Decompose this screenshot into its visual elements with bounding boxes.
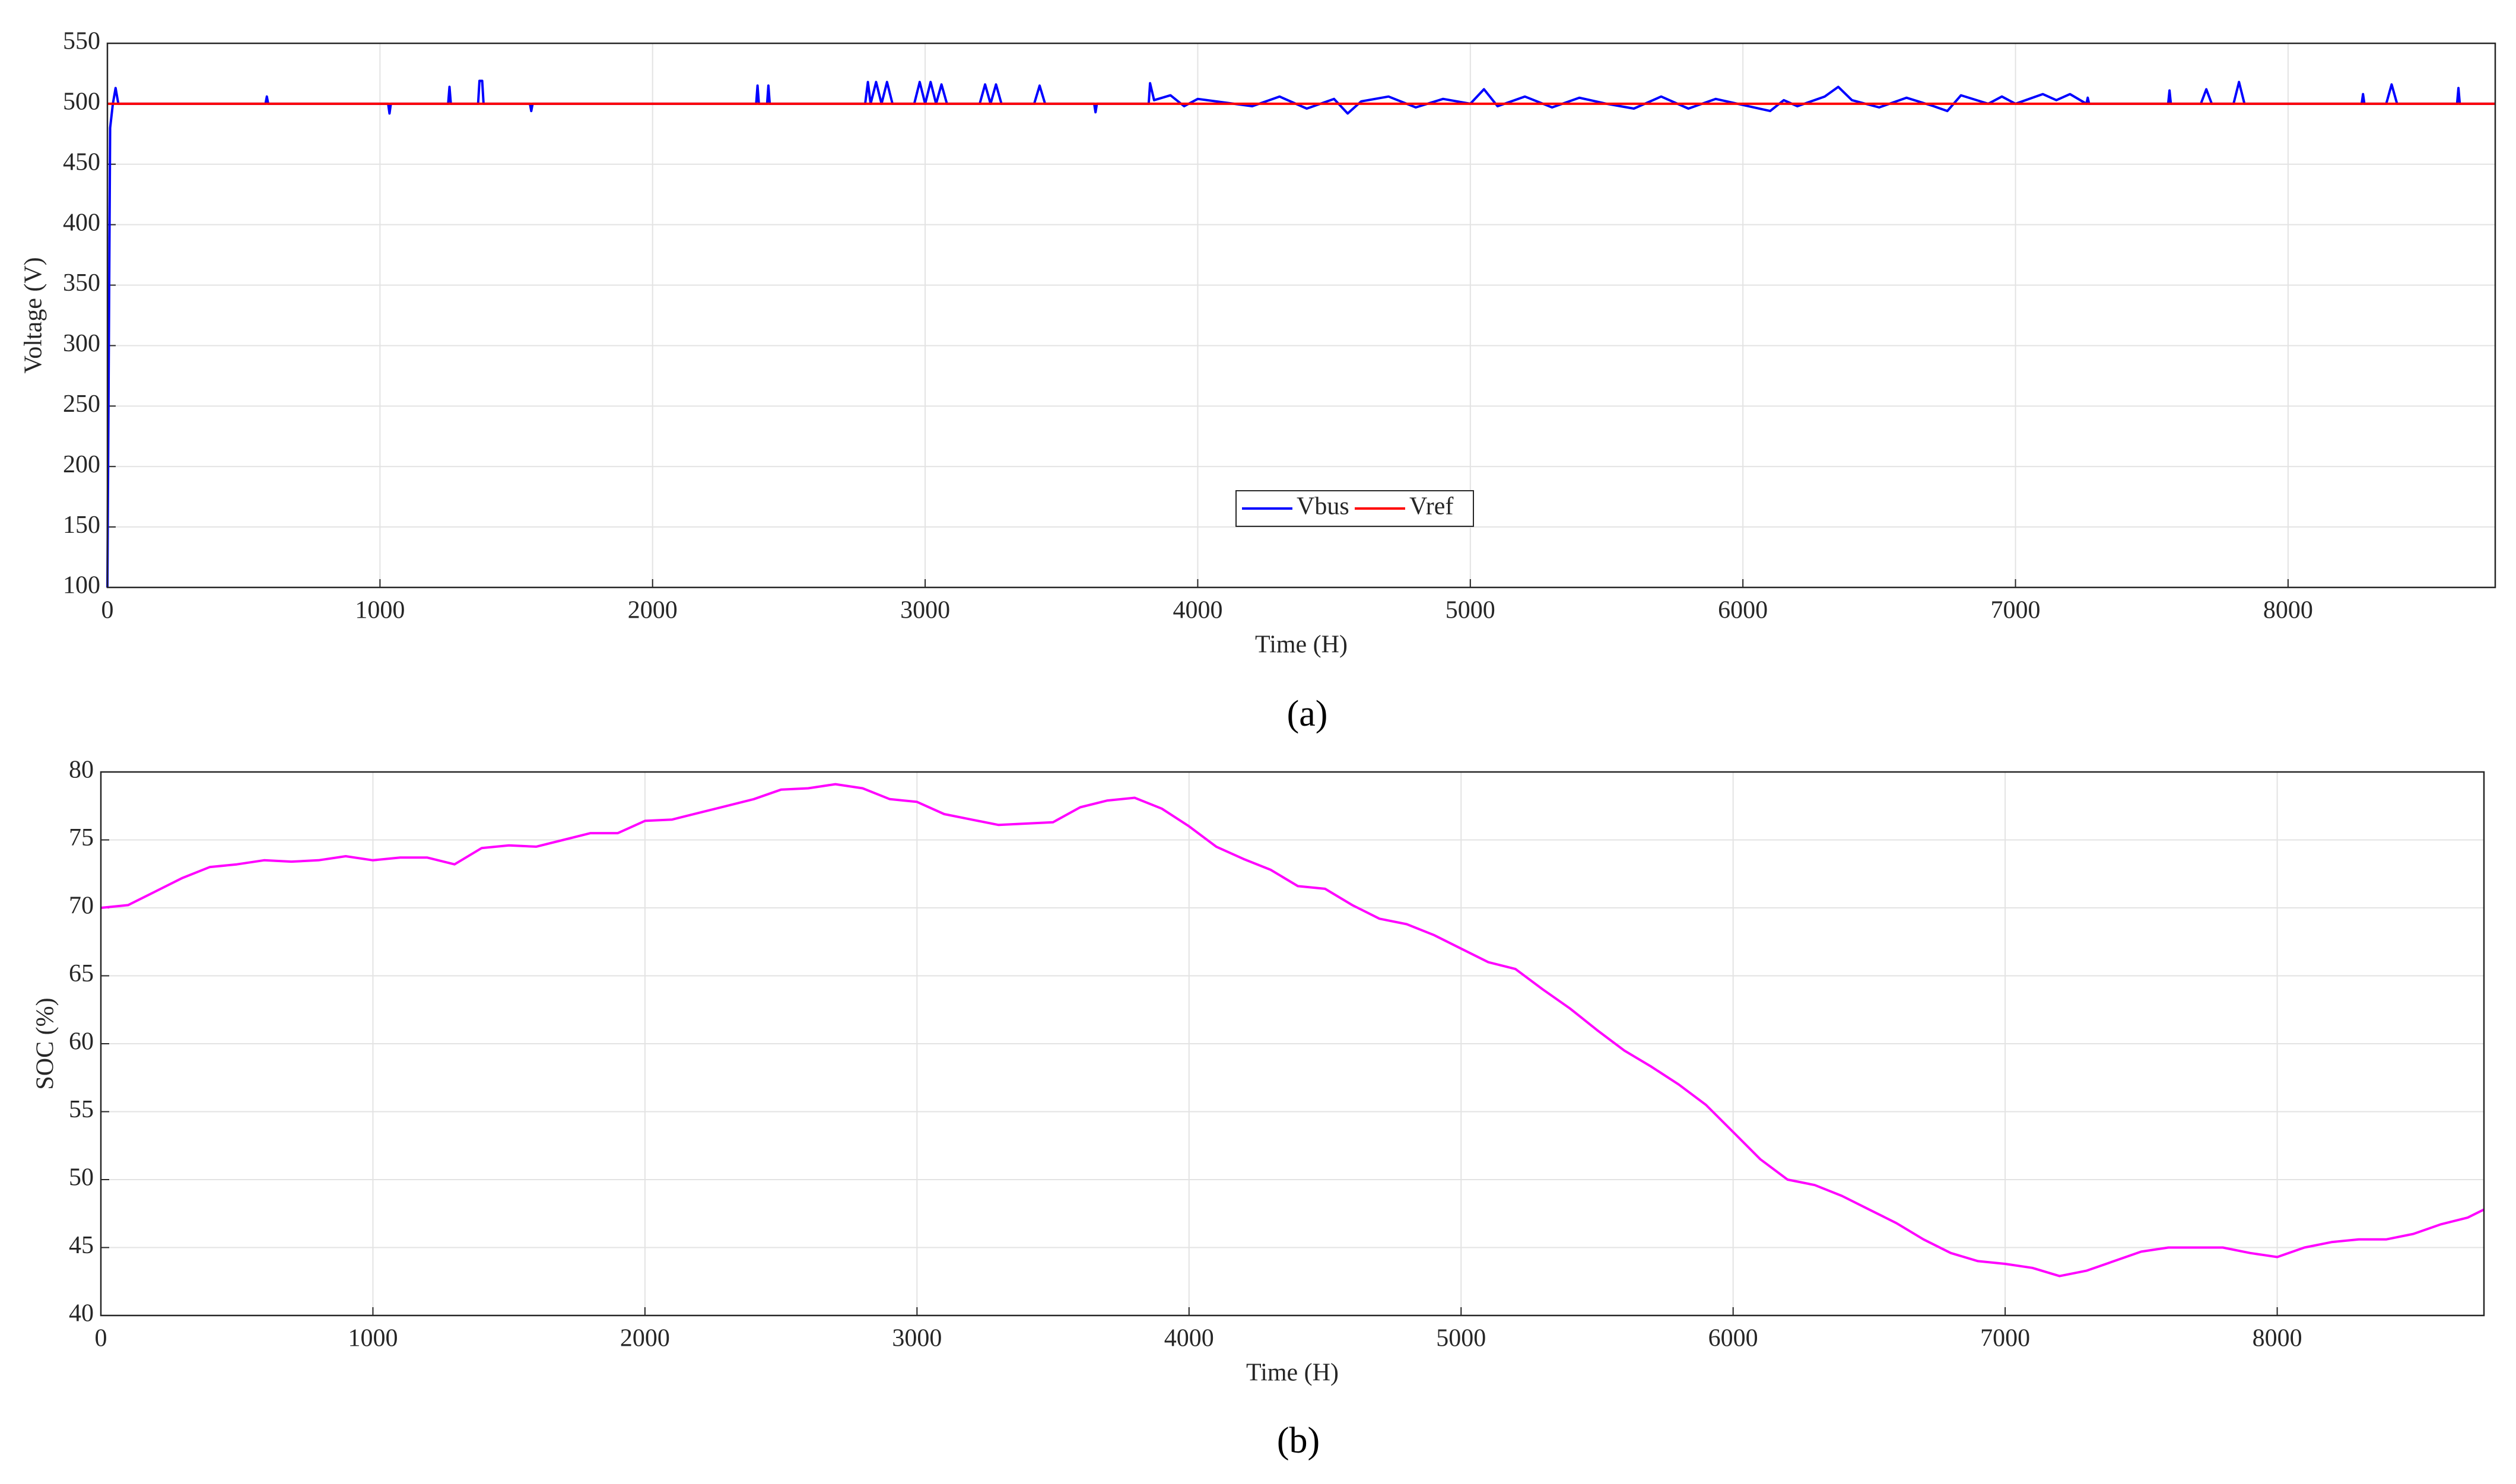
y-tick-label: 350 <box>63 269 100 297</box>
legend-label: Vbus <box>1297 493 1349 520</box>
y-tick-label: 45 <box>69 1232 94 1259</box>
y-tick-label: 65 <box>69 960 94 987</box>
y-axis-label: Voltage (V) <box>20 257 47 373</box>
y-tick-label: 500 <box>63 88 100 116</box>
x-tick-label: 4000 <box>1164 1325 1214 1352</box>
y-tick-label: 200 <box>63 451 100 478</box>
legend: Vbus Vref <box>1235 490 1474 527</box>
x-tick-label: 4000 <box>1173 597 1222 624</box>
x-tick-label: 1000 <box>348 1325 398 1352</box>
x-tick-label: 1000 <box>355 597 405 624</box>
x-tick-label: 8000 <box>2253 1325 2302 1352</box>
y-tick-label: 60 <box>69 1028 94 1056</box>
x-tick-label: 8000 <box>2263 597 2313 624</box>
y-tick-label: 300 <box>63 330 100 357</box>
x-axis-label: Time (H) <box>1255 631 1348 659</box>
legend-label: Vref <box>1409 493 1453 520</box>
y-tick-label: 40 <box>69 1300 94 1327</box>
data-line <box>100 783 2485 1278</box>
x-tick-label: 3000 <box>892 1325 942 1352</box>
x-tick-label: 0 <box>95 1325 107 1352</box>
x-tick-label: 2000 <box>620 1325 670 1352</box>
x-axis-label: Time (H) <box>1246 1359 1339 1387</box>
y-tick-label: 150 <box>63 511 100 539</box>
x-tick-label: 6000 <box>1708 1325 1758 1352</box>
y-tick-label: 400 <box>63 209 100 236</box>
x-tick-label: 2000 <box>628 597 678 624</box>
x-tick-label: 7000 <box>1991 597 2041 624</box>
axes-box <box>106 42 2496 589</box>
x-tick-label: 6000 <box>1718 597 1768 624</box>
x-tick-label: 3000 <box>900 597 950 624</box>
x-tick-label: 7000 <box>1980 1325 2030 1352</box>
x-tick-label: 0 <box>101 597 114 624</box>
x-tick-label: 5000 <box>1446 597 1495 624</box>
y-tick-label: 55 <box>69 1096 94 1123</box>
y-tick-label: 80 <box>69 757 94 784</box>
y-tick-label: 75 <box>69 824 94 851</box>
axes-box <box>100 771 2485 1317</box>
caption: (b) <box>1277 1421 1320 1461</box>
y-tick-label: 550 <box>63 28 100 55</box>
y-tick-label: 50 <box>69 1164 94 1191</box>
data-line <box>106 80 2495 588</box>
y-tick-label: 100 <box>63 572 100 599</box>
x-tick-label: 5000 <box>1436 1325 1486 1352</box>
y-axis-label: SOC (%) <box>32 997 59 1089</box>
y-tick-label: 250 <box>63 390 100 418</box>
caption: (a) <box>1287 694 1328 734</box>
y-tick-label: 70 <box>69 892 94 920</box>
y-tick-label: 450 <box>63 148 100 176</box>
